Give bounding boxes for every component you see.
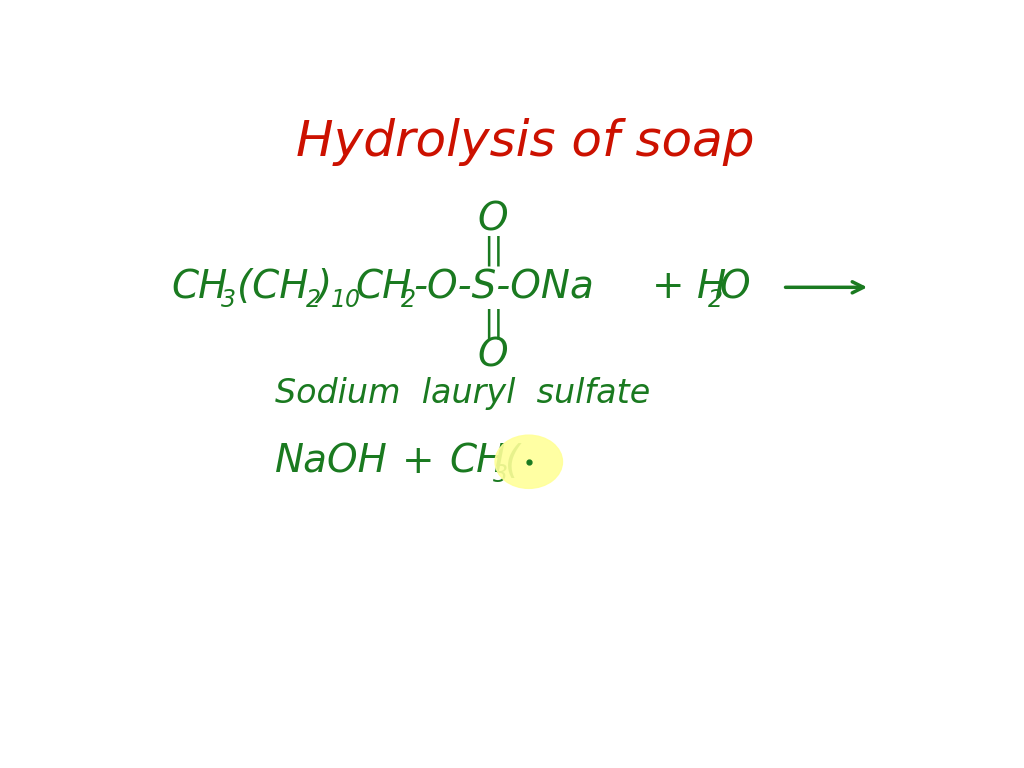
Text: (: ( [505, 443, 520, 481]
Text: (CH: (CH [237, 268, 308, 306]
Text: ||: || [482, 236, 504, 266]
Text: 10: 10 [331, 288, 360, 313]
Text: ||: || [482, 309, 504, 339]
Text: O: O [719, 268, 750, 306]
Text: 2: 2 [709, 288, 723, 313]
Text: 3: 3 [221, 288, 236, 313]
Text: -O-S-ONa: -O-S-ONa [414, 268, 595, 306]
Text: Sodium  lauryl  sulfate: Sodium lauryl sulfate [274, 377, 650, 410]
Text: CH: CH [355, 268, 412, 306]
Text: + H: + H [652, 268, 726, 306]
Text: 3: 3 [494, 463, 508, 487]
Text: NaOH: NaOH [274, 443, 388, 481]
Text: O: O [478, 200, 508, 238]
Text: Hydrolysis of soap: Hydrolysis of soap [296, 118, 754, 167]
Text: 2: 2 [401, 288, 416, 313]
Ellipse shape [495, 435, 562, 488]
Text: O: O [478, 336, 508, 374]
Text: ): ) [316, 268, 332, 306]
Text: CH: CH [450, 443, 506, 481]
Text: 2: 2 [306, 288, 321, 313]
Text: CH: CH [172, 268, 228, 306]
Text: +: + [401, 443, 434, 481]
